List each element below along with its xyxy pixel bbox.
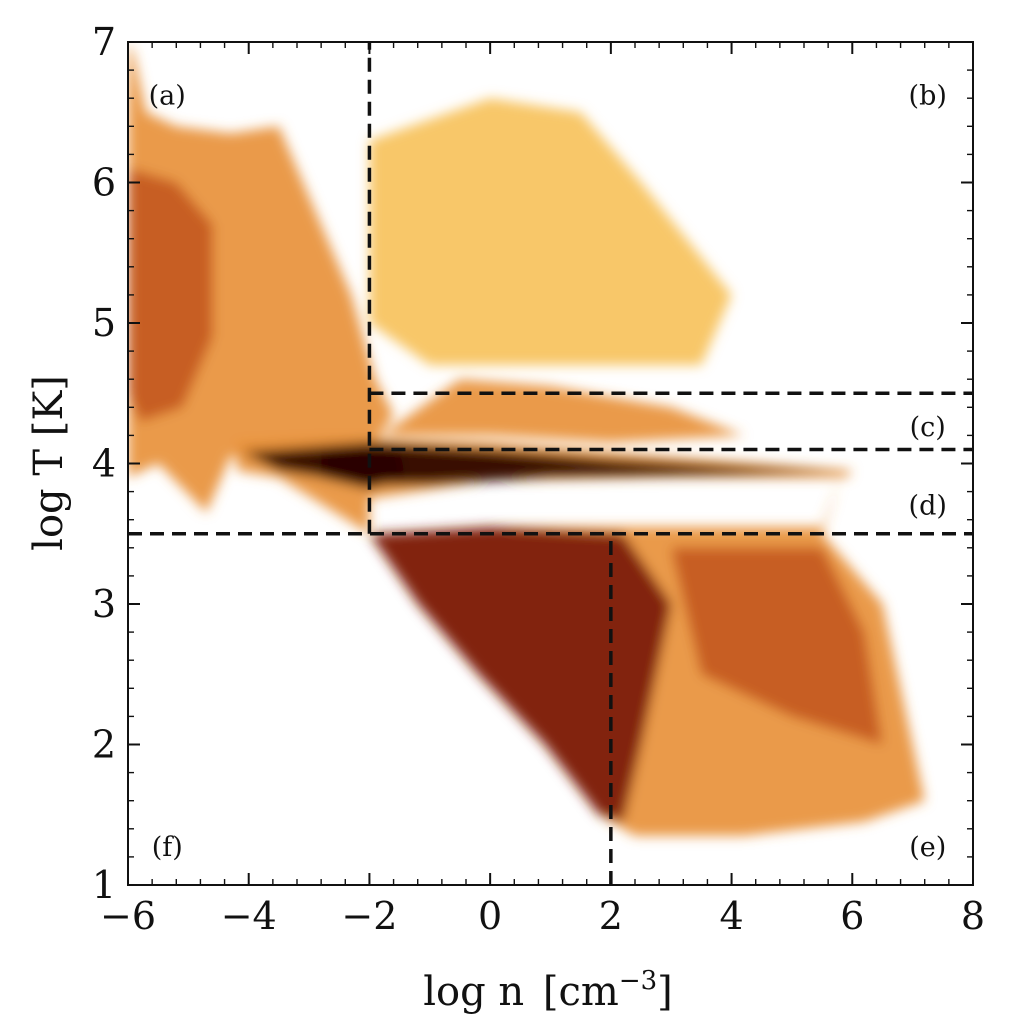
x-tick-label: 2 — [599, 894, 623, 938]
x-tick-label: 6 — [840, 894, 864, 938]
density-region-1 — [128, 168, 213, 422]
x-tick-label: −2 — [341, 894, 397, 938]
y-tick-label: 5 — [92, 301, 116, 345]
density-region-5 — [321, 449, 406, 489]
density-region-7 — [369, 98, 732, 366]
region-label: (a) — [149, 80, 186, 111]
region-label: (f) — [152, 832, 183, 863]
density-region-8 — [671, 547, 883, 745]
region-label: (b) — [909, 80, 947, 111]
density-heatmap — [128, 42, 925, 836]
y-tick-label: 3 — [92, 582, 116, 626]
axis-ticks — [127, 41, 974, 886]
region-boundaries — [128, 42, 973, 885]
x-axis-title: log n [cm−3] — [423, 966, 673, 1015]
region-labels: (a) (b) (c) (d) (e) (f) — [149, 80, 947, 863]
x-axis-title-unit: [cm — [543, 969, 619, 1015]
x-tick-labels: −6 −4 −2 0 2 4 6 8 — [100, 894, 985, 938]
x-tick-label: −6 — [100, 894, 156, 938]
density-region-0 — [128, 42, 394, 513]
region-label: (d) — [909, 491, 947, 522]
y-tick-label: 7 — [92, 20, 116, 64]
region-label: (c) — [910, 412, 946, 443]
y-tick-label: 6 — [92, 161, 116, 205]
y-tick-label: 4 — [92, 442, 116, 486]
region-label: (e) — [909, 832, 946, 863]
x-axis-title-main: log n — [423, 969, 524, 1015]
y-tick-label: 2 — [92, 723, 116, 767]
x-tick-label: 0 — [478, 894, 502, 938]
y-tick-labels: 1 2 3 4 5 6 7 — [92, 20, 116, 907]
density-region-3 — [369, 526, 672, 822]
y-tick-label: 1 — [92, 863, 116, 907]
x-tick-label: 4 — [719, 894, 743, 938]
x-axis-title-exponent: −3 — [619, 966, 657, 996]
x-tick-label: −4 — [221, 894, 277, 938]
y-axis-title: log T [K] — [26, 375, 72, 551]
x-axis-title-close: ] — [657, 969, 673, 1015]
density-region-6 — [381, 379, 744, 443]
x-tick-label: 8 — [961, 894, 985, 938]
